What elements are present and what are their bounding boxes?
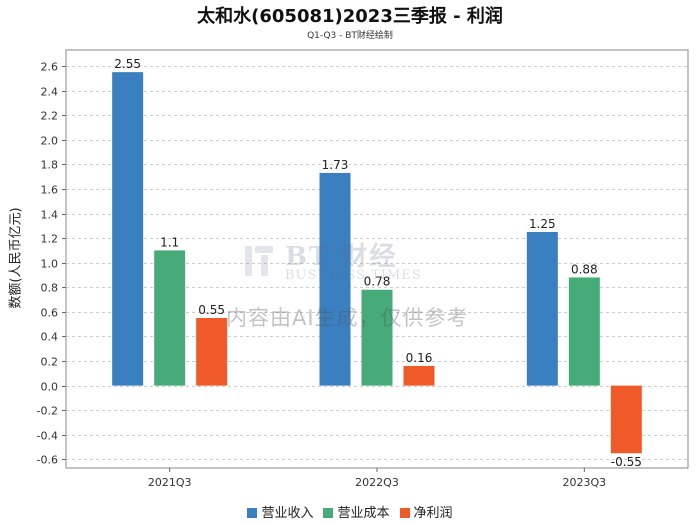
bar <box>196 318 228 386</box>
y-tick-label: 0.2 <box>41 356 59 369</box>
y-tick-label: 1.2 <box>41 233 59 246</box>
y-tick-label: 1.8 <box>41 159 59 172</box>
data-label: 0.78 <box>364 275 391 289</box>
legend-swatch <box>247 508 258 518</box>
y-tick-label: 1.4 <box>41 209 59 222</box>
bar <box>112 72 144 386</box>
legend-item: 营业成本 <box>323 502 390 521</box>
y-tick-label: 0.4 <box>41 331 59 344</box>
data-label: 0.16 <box>406 351 433 365</box>
y-tick-label: 0.6 <box>41 307 59 320</box>
data-label: 1.1 <box>160 235 179 249</box>
bar <box>610 385 642 454</box>
data-label: 0.55 <box>198 303 225 317</box>
bar <box>361 289 393 386</box>
y-tick-label: 1.0 <box>41 258 59 271</box>
y-tick-label: -0.2 <box>37 405 58 418</box>
legend: 营业收入 营业成本 净利润 <box>0 502 700 521</box>
data-label: 2.55 <box>114 57 141 71</box>
legend-label: 营业收入 <box>261 506 314 521</box>
legend-label: 净利润 <box>413 506 453 521</box>
bar <box>154 250 186 386</box>
y-tick-label: 2.2 <box>41 110 59 123</box>
legend-label: 营业成本 <box>337 506 390 521</box>
data-label: 1.73 <box>322 158 349 172</box>
chart-subtitle: Q1-Q3 - BT财经绘制 <box>307 31 393 41</box>
legend-item: 净利润 <box>399 502 453 521</box>
y-tick-label: 0.8 <box>41 282 59 295</box>
legend-swatch <box>399 508 410 518</box>
chart-title: 太和水(605081)2023三季报 - 利润 <box>197 6 503 27</box>
y-tick-label: 0.0 <box>41 381 59 394</box>
bar <box>568 277 600 386</box>
y-tick-label: 2.4 <box>41 86 59 99</box>
bar <box>319 172 351 386</box>
legend-item: 营业收入 <box>247 502 313 521</box>
y-tick-label: -0.4 <box>37 430 58 443</box>
x-tick-label: 2022Q3 <box>355 476 399 489</box>
y-tick-label: -0.6 <box>37 454 58 467</box>
y-tick-label: 1.6 <box>41 184 59 197</box>
legend-swatch <box>323 508 334 518</box>
y-tick-label: 2.6 <box>41 61 59 74</box>
x-tick-label: 2023Q3 <box>563 476 607 489</box>
y-tick-label: 2.0 <box>41 135 59 148</box>
bar <box>403 365 435 386</box>
data-label: 1.25 <box>529 217 556 231</box>
data-label: 0.88 <box>571 262 598 276</box>
data-label: -0.55 <box>611 455 642 469</box>
x-tick-label: 2021Q3 <box>148 476 192 489</box>
bar <box>526 231 558 386</box>
